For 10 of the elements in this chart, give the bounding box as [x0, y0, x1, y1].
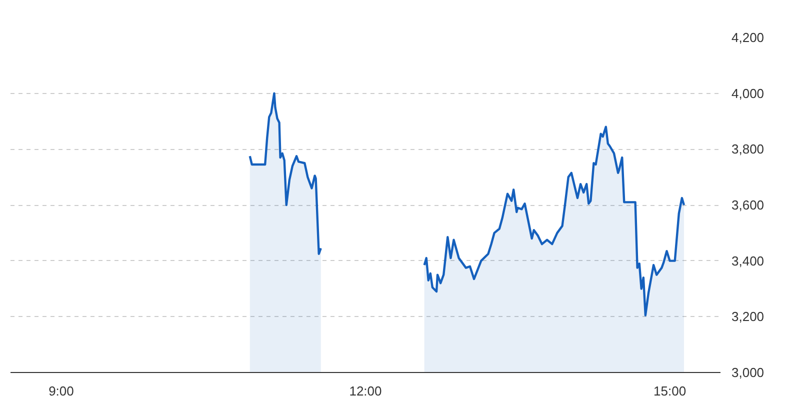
x-tick-label: 9:00 — [48, 384, 74, 398]
y-tick-label: 3,800 — [732, 142, 764, 157]
x-tick-label: 12:00 — [349, 384, 382, 398]
y-tick-label: 3,200 — [732, 309, 764, 324]
y-tick-label: 3,400 — [732, 253, 764, 268]
y-tick-label: 3,000 — [732, 365, 764, 380]
y-tick-label: 3,600 — [732, 198, 764, 212]
y-tick-label: 4,000 — [732, 86, 764, 101]
x-tick-label: 15:00 — [654, 384, 686, 398]
y-tick-label: 4,200 — [732, 30, 764, 45]
